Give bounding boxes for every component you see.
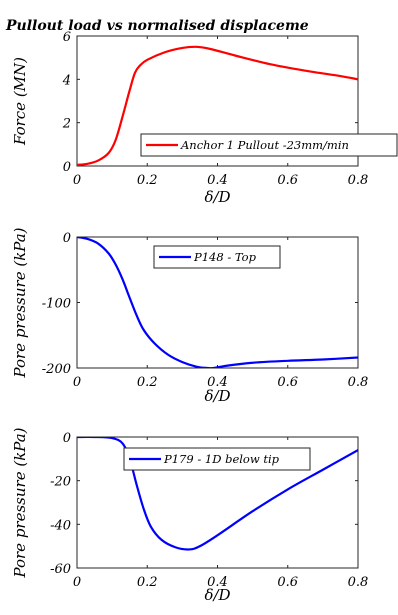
legend-box [153,245,281,269]
legend-box [123,447,311,471]
legend: P179 - 1D below tip [123,447,311,471]
legend: P148 - Top [153,245,281,269]
x-axis-label: δ/D [204,188,230,206]
y-tick-label: -60 [50,562,71,577]
y-tick-label: 2 [62,117,71,132]
legend: Anchor 1 Pullout -23mm/min [140,133,398,157]
x-tick-label: 0.8 [348,575,369,590]
x-tick-label: 0.2 [137,375,158,390]
x-tick-label: 0.4 [207,375,228,390]
series-line [77,237,358,368]
y-tick-label: -100 [42,297,71,312]
y-axis-label: Pore pressure (kPa) [11,227,29,378]
x-tick-label: 0 [73,575,81,590]
legend-box [140,133,398,157]
y-tick-label: -200 [42,362,71,377]
y-axis-label: Pore pressure (kPa) [11,427,29,578]
x-axis-label: δ/D [204,387,230,405]
y-tick-label: 0 [63,231,71,246]
y-axis-label: Force (MN) [11,57,29,146]
y-tick-label: 0 [63,160,71,175]
x-tick-label: 0 [73,375,81,390]
x-tick-label: 0.4 [207,575,228,590]
x-axis-label: δ/D [204,586,230,604]
force-panel: 0 0.2 0.4 0.6 0.8 0 2 4 6 δ/D Force (MN) Anchor 1 P… [11,30,398,206]
x-tick-label: 0.6 [277,375,298,390]
x-tick-label: 0.2 [137,575,158,590]
legend-entry-label: P179 - 1D below tip [163,452,280,466]
legend-entry-label: Anchor 1 Pullout -23mm/min [180,138,349,152]
x-tick-label: 0.6 [277,173,298,188]
pore-pressure-tip-panel: 0 0.2 0.4 0.6 0.8 -60 -40 -20 0 δ/D Pore pressure … [11,427,368,604]
y-tick-label: -40 [50,518,71,533]
x-tick-label: 0.8 [348,173,369,188]
pore-pressure-top-panel: 0 0.2 0.4 0.6 0.8 -200 -100 0 δ/D Pore pressure (… [11,227,368,405]
y-tick-label: 4 [62,73,71,88]
y-tick-label: 0 [63,431,71,446]
y-tick-label: -20 [50,475,71,490]
x-tick-label: 0.4 [207,173,228,188]
x-tick-label: 0.6 [277,575,298,590]
series-line [77,437,358,551]
y-tick-label: 6 [63,30,71,45]
x-tick-label: 0.2 [137,173,158,188]
legend-entry-label: P148 - Top [193,250,257,264]
chart-title: Pullout load vs normalised displaceme [5,18,309,34]
x-tick-label: 0.8 [348,375,369,390]
series-line [77,45,358,166]
x-tick-label: 0 [73,173,81,188]
